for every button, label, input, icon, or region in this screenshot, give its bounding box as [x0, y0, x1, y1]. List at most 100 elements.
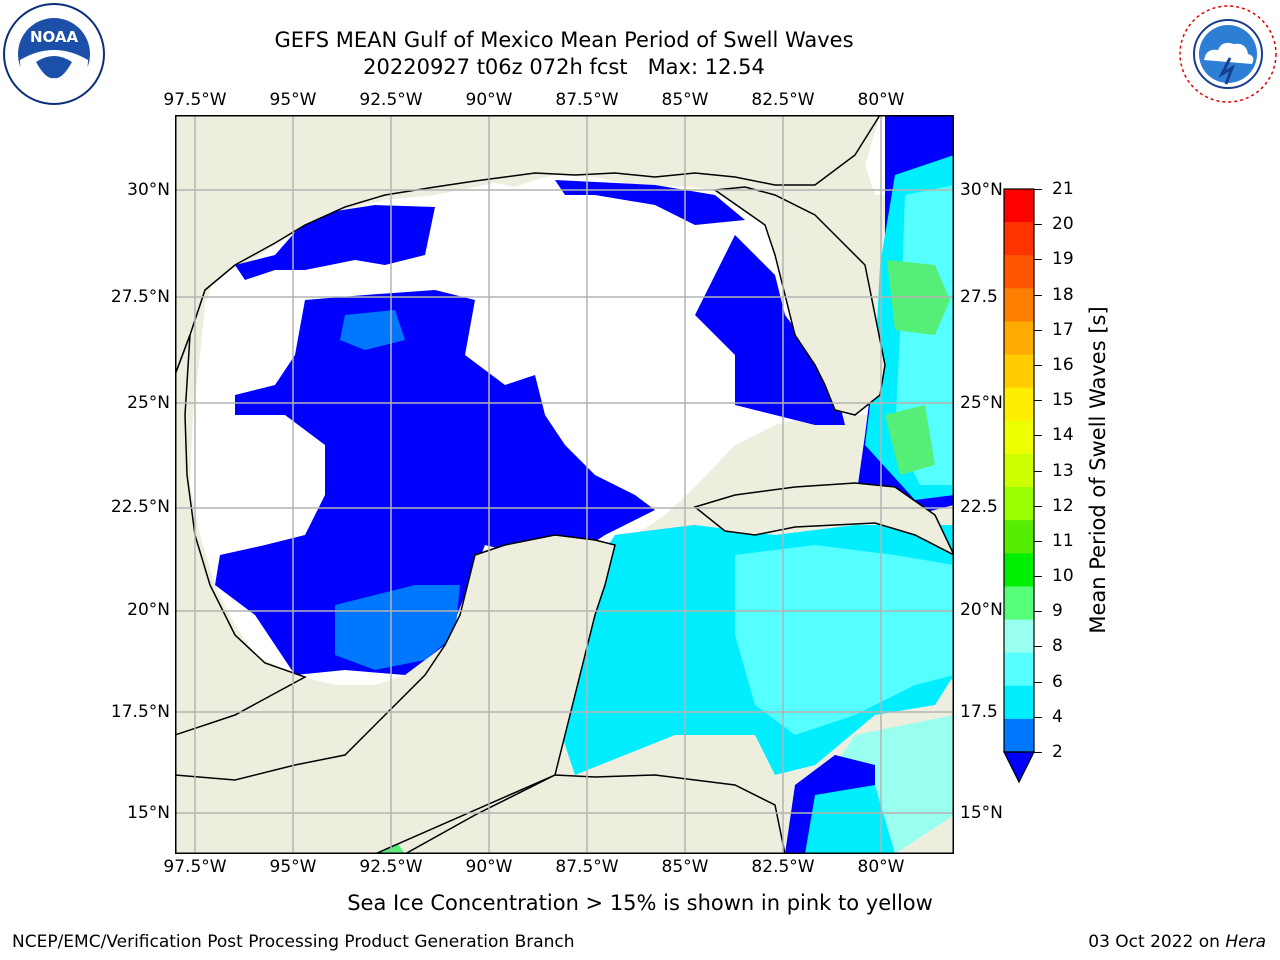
colorbar-band: [1004, 453, 1034, 488]
colorbar-tick-mark: [1034, 435, 1042, 437]
colorbar-tick-mark: [1034, 576, 1042, 578]
colorbar-tick-label: 20: [1052, 214, 1074, 235]
swell-region-lt2-north: [235, 205, 435, 280]
colorbar-band: [1004, 652, 1034, 687]
colorbar-tick-label: 16: [1052, 354, 1074, 375]
colorbar-band: [1004, 718, 1034, 753]
graticule: [175, 115, 954, 854]
colorbar-tick-label: 6: [1052, 671, 1063, 692]
colorbar-band: [1004, 288, 1034, 322]
colorbar-band: [1004, 487, 1034, 521]
footer-date-text: 03 Oct 2022 on: [1088, 932, 1220, 952]
colorbar-tick-mark: [1034, 505, 1042, 507]
colorbar-tick-mark: [1034, 540, 1042, 542]
lon-tick-label: 95°W: [269, 857, 317, 877]
colorbar-band: [1004, 619, 1034, 654]
lat-tick-label: 20°N: [960, 600, 1003, 620]
colorbar-extend-triangle: [1003, 751, 1035, 784]
colorbar-band: [1004, 586, 1034, 621]
lat-tick-label: 17.5: [960, 702, 998, 722]
swell-region-lt2-coast: [555, 180, 745, 225]
swell-region-9to10-atlantic-b: [885, 405, 935, 475]
central-america-land: [403, 774, 786, 854]
nws-logo: [1178, 4, 1278, 104]
map-frame: [175, 115, 954, 854]
colorbar-tick-mark: [1034, 716, 1042, 718]
lon-tick-label: 80°W: [857, 857, 905, 877]
colorbar-tick-mark: [1034, 294, 1042, 296]
colorbar-band: [1004, 387, 1034, 422]
swell-region-lt2-west: [215, 290, 655, 675]
colorbar-tick-mark: [1034, 470, 1042, 472]
colorbar-tick-mark: [1034, 224, 1042, 226]
colorbar-band: [1004, 222, 1034, 256]
lon-tick-label: 90°W: [465, 90, 513, 110]
lat-tick-label: 25°N: [127, 393, 170, 413]
colorbar-tick-mark: [1034, 189, 1042, 190]
swell-region-6to8-caribbean: [735, 545, 954, 735]
lat-tick-label: 15°N: [960, 803, 1003, 823]
colorbar: [1003, 188, 1035, 784]
swell-region-4to6-panama: [805, 785, 895, 854]
colorbar-tick-label: 14: [1052, 425, 1074, 446]
lon-tick-label: 85°W: [661, 90, 709, 110]
lat-tick-label: 22.5°N: [110, 497, 170, 517]
colorbar-tick-mark: [1034, 400, 1042, 402]
colorbar-bands: [1004, 189, 1034, 753]
lon-tick-label: 97.5°W: [163, 857, 227, 877]
colorbar-tick-mark: [1034, 364, 1042, 366]
sea-ice-caption: Sea Ice Concentration > 15% is shown in …: [347, 891, 933, 915]
colorbar-tick-label: 18: [1052, 284, 1074, 305]
colorbar-tick-label: 12: [1052, 495, 1074, 516]
lon-tick-label: 92.5°W: [359, 90, 423, 110]
lat-tick-label: 30°N: [960, 180, 1003, 200]
colorbar-band: [1004, 420, 1034, 455]
colorbar-band: [1004, 189, 1034, 223]
colorbar-tick-label: 19: [1052, 249, 1074, 270]
cuba-land: [693, 482, 954, 556]
lon-tick-label: 87.5°W: [555, 90, 619, 110]
colorbar-tick-label: 9: [1052, 601, 1063, 622]
noaa-logo: NOAA: [3, 3, 105, 105]
colorbar-tick-label: 8: [1052, 636, 1063, 657]
swell-region-2to4-b: [335, 585, 460, 670]
lon-tick-label: 85°W: [661, 857, 709, 877]
colorbar-band: [1004, 520, 1034, 554]
lon-tick-label: 80°W: [857, 90, 905, 110]
lat-tick-label: 17.5°N: [110, 702, 170, 722]
colorbar-band: [1004, 321, 1034, 356]
map-panel: [175, 115, 954, 854]
swell-region-2to4-a: [340, 310, 405, 350]
colorbar-tick-mark: [1034, 611, 1042, 613]
yucatan-land: [175, 534, 616, 854]
colorbar-band: [1004, 685, 1034, 720]
colorbar-tick-label: 4: [1052, 706, 1063, 727]
chart-title: GEFS MEAN Gulf of Mexico Mean Period of …: [274, 28, 854, 52]
lat-tick-label: 30°N: [127, 180, 170, 200]
lon-tick-label: 95°W: [269, 90, 317, 110]
lon-tick-label: 90°W: [465, 857, 513, 877]
lon-tick-label: 97.5°W: [163, 90, 227, 110]
colorbar-tick-label: 11: [1052, 530, 1074, 551]
colorbar-tick-mark: [1034, 646, 1042, 648]
lon-tick-label: 92.5°W: [359, 857, 423, 877]
lat-tick-label: 15°N: [127, 803, 170, 823]
colorbar-tick-mark: [1034, 681, 1042, 683]
lat-tick-label: 25°N: [960, 393, 1003, 413]
us-gulf-coast-land: [175, 115, 881, 376]
colorbar-tick-mark: [1034, 259, 1042, 261]
footer-date: 03 Oct 2022 on Hera: [1088, 932, 1266, 952]
lon-tick-label: 82.5°W: [751, 857, 815, 877]
chart-subtitle: 20220927 t06z 072h fcst Max: 12.54: [363, 55, 765, 79]
lon-tick-label: 87.5°W: [555, 857, 619, 877]
colorbar-band: [1004, 354, 1034, 389]
colorbar-band: [1004, 553, 1034, 587]
svg-text:NOAA: NOAA: [30, 28, 79, 46]
colorbar-tick-label: 13: [1052, 460, 1074, 481]
footer-producer: NCEP/EMC/Verification Post Processing Pr…: [12, 932, 575, 952]
colorbar-tick-mark: [1034, 329, 1042, 331]
colorbar-tick-label: 15: [1052, 390, 1074, 411]
lon-tick-label: 82.5°W: [751, 90, 815, 110]
lat-tick-label: 22.5: [960, 497, 998, 517]
colorbar-tick-label: 17: [1052, 319, 1074, 340]
